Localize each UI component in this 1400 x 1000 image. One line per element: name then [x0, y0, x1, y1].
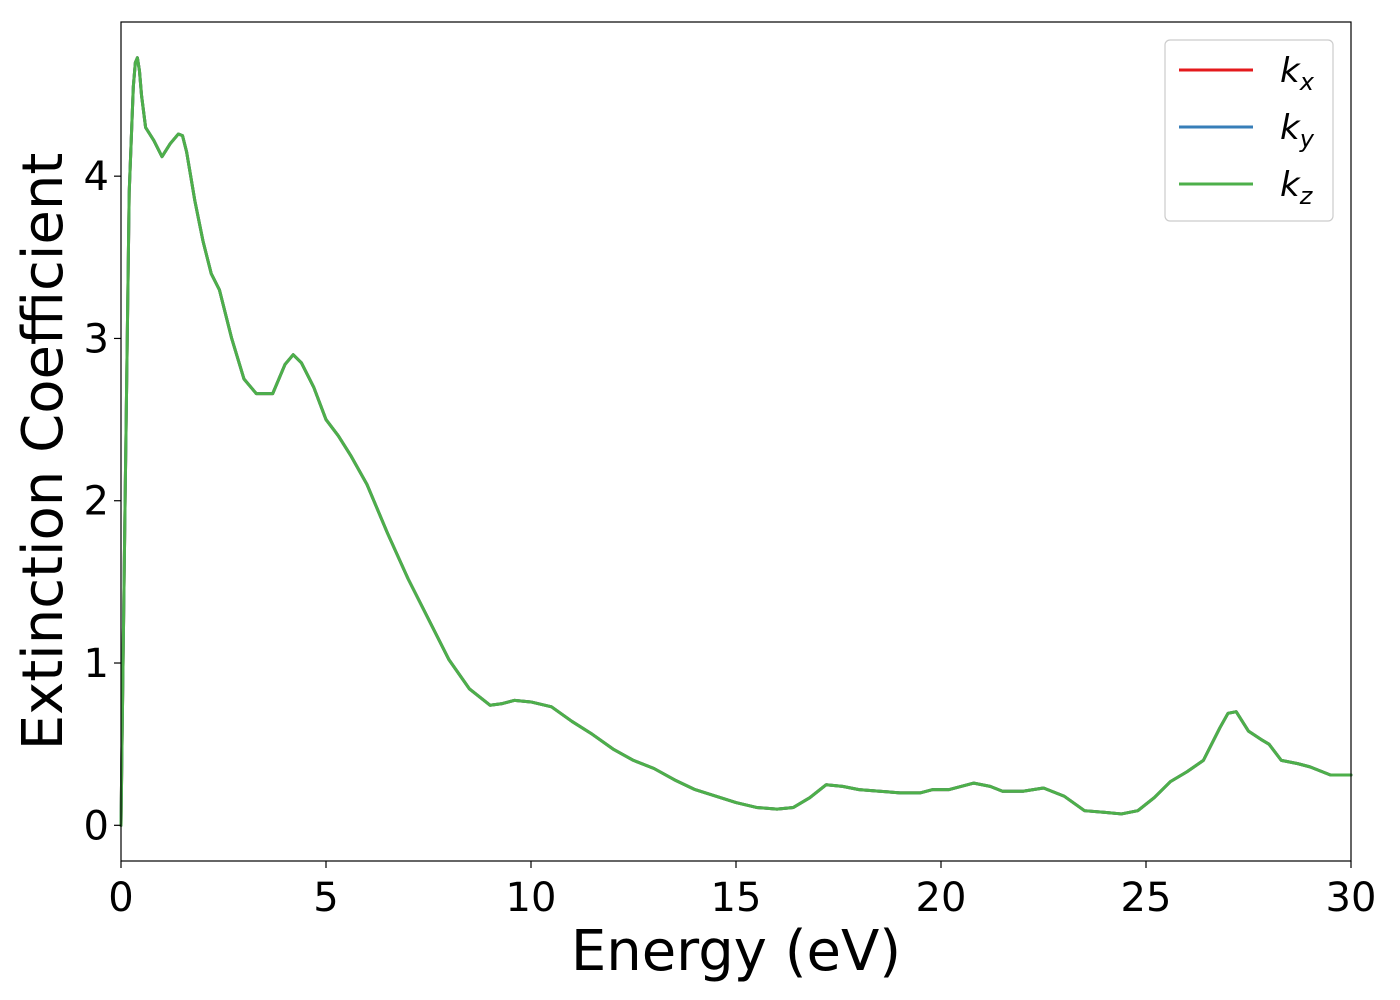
y-tick-label: 0	[84, 803, 109, 849]
y-tick-label: 3	[84, 316, 109, 362]
x-tick-label: 15	[711, 875, 762, 921]
legend-box	[1164, 39, 1334, 222]
y-tick-label: 4	[84, 154, 109, 200]
y-tick-label: 2	[84, 479, 109, 525]
legend-label-y: ky	[1280, 108, 1315, 153]
legend-label-z: kz	[1280, 165, 1314, 210]
x-tick-label: 25	[1121, 875, 1172, 921]
y-axis-ticks: 0 1 2 3 4	[84, 154, 121, 849]
legend: kx ky kz	[1164, 39, 1334, 222]
series-layer	[119, 56, 1353, 827]
x-tick-label: 30	[1326, 875, 1377, 921]
x-axis-ticks: 0 5 10 15 20 25 30	[108, 861, 1376, 921]
legend-label-x: kx	[1280, 51, 1315, 96]
x-tick-label: 5	[313, 875, 338, 921]
y-axis-label: Extinction Coefficient	[11, 153, 76, 751]
series-line-z	[119, 56, 1353, 827]
y-tick-label: 1	[84, 641, 109, 687]
x-axis-label: Energy (eV)	[571, 919, 901, 984]
x-tick-label: 10	[506, 875, 557, 921]
x-tick-label: 20	[916, 875, 967, 921]
x-tick-label: 0	[108, 875, 133, 921]
